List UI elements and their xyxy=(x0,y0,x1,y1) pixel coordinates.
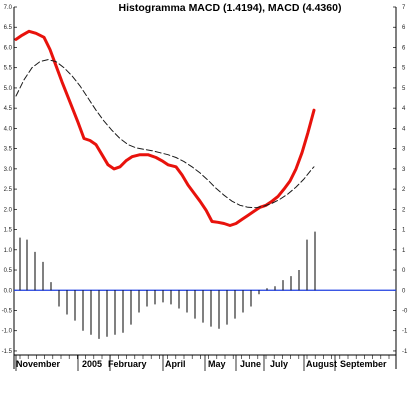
y-tick-label-left: 3.5 xyxy=(4,147,13,153)
y-tick-label-right: 5 xyxy=(402,86,406,92)
x-tick-label: November xyxy=(16,359,61,369)
x-tick-label: April xyxy=(165,359,186,369)
x-tick-label: August xyxy=(306,359,337,369)
y-tick-label-left: 4.5 xyxy=(4,106,13,112)
y-tick-label-right: 6 xyxy=(402,25,406,31)
y-tick-label-right: 4 xyxy=(402,126,406,132)
y-tick-label-right: -0 xyxy=(402,308,408,314)
y-tick-label-right: -1 xyxy=(402,349,408,355)
y-tick-label-right: 1 xyxy=(402,248,406,254)
y-tick-label-right: 3 xyxy=(402,147,406,153)
y-tick-label-right: 0 xyxy=(402,288,406,294)
plot-area: 7.0 7 6.5 6 6.0 6 5.5 5 5.0 5 4.5 4 4.0 4 3.5 3 3.0 3 2.5 2… xyxy=(2,5,408,371)
y-tick-label-left: -1.0 xyxy=(2,329,13,335)
y-tick-label-left: -0.5 xyxy=(2,308,13,314)
y-tick-label-right: 0 xyxy=(402,268,406,274)
y-tick-label-right: 6 xyxy=(402,45,406,51)
histogram xyxy=(19,231,316,339)
y-tick-label-right: 2 xyxy=(402,187,406,193)
y-tick-label-right: 4 xyxy=(402,106,406,112)
x-tick-label: June xyxy=(240,359,261,369)
x-tick-label: 2005 xyxy=(82,359,102,369)
y-tick-label-left: 5.0 xyxy=(4,86,13,92)
y-tick-label-left: 6.0 xyxy=(4,45,13,51)
x-tick-label: September xyxy=(340,359,387,369)
y-tick-label-left: 3.0 xyxy=(4,167,13,173)
y-tick-label-right: -1 xyxy=(402,329,408,335)
y-tick-label-right: 7 xyxy=(402,5,406,11)
y-tick-label-left: 6.5 xyxy=(4,25,13,31)
y-tick-label-left: 0.5 xyxy=(4,268,13,274)
y-tick-label-left: 4.0 xyxy=(4,126,13,132)
x-tick-label: February xyxy=(108,359,147,369)
x-tick-label: July xyxy=(270,359,288,369)
y-tick-label-left: -1.5 xyxy=(2,349,13,355)
chart-title: Histogramma MACD (1.4194), MACD (4.4360) xyxy=(119,2,342,14)
y-tick-label-left: 2.5 xyxy=(4,187,13,193)
y-tick-label-left: 7.0 xyxy=(4,5,13,11)
y-tick-label-left: 2.0 xyxy=(4,207,13,213)
y-tick-label-right: 1 xyxy=(402,228,406,234)
y-tick-label-right: 5 xyxy=(402,66,406,72)
x-tick-label: May xyxy=(208,359,226,369)
y-tick-label-left: 1.0 xyxy=(4,248,13,254)
y-tick-label-left: 5.5 xyxy=(4,66,13,72)
y-tick-label-left: 0.0 xyxy=(4,288,13,294)
y-tick-label-right: 2 xyxy=(402,207,406,213)
y-tick-label-left: 1.5 xyxy=(4,228,13,234)
y-tick-label-right: 3 xyxy=(402,167,406,173)
signal-dashed-line xyxy=(15,59,315,209)
